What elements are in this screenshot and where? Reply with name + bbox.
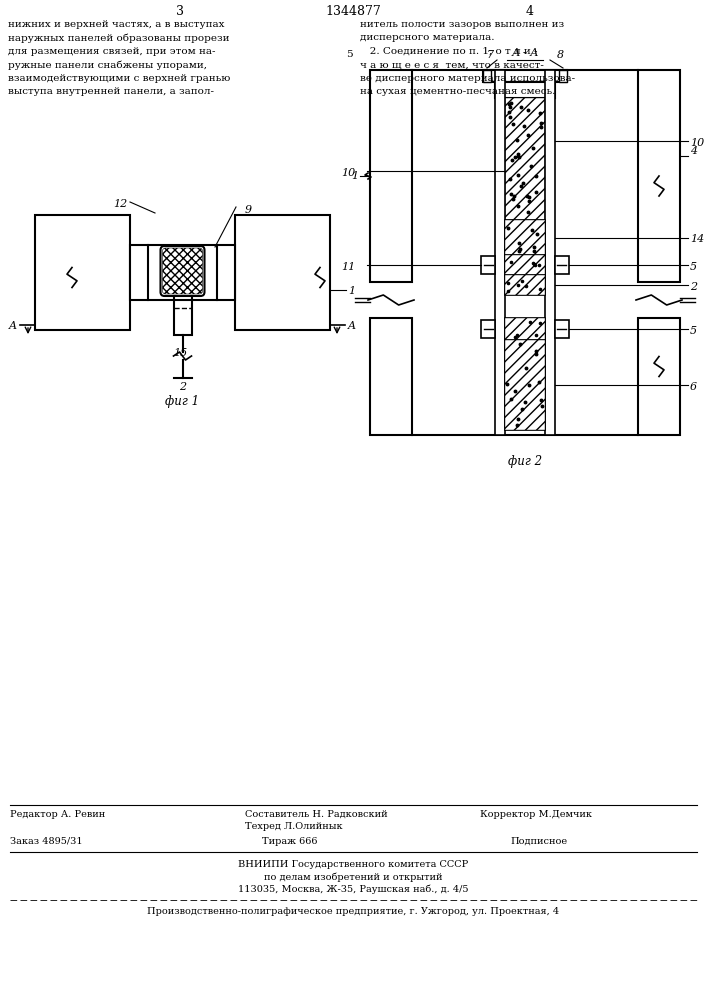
Bar — [505, 220, 545, 255]
Text: 6: 6 — [690, 382, 697, 392]
Text: 8: 8 — [556, 50, 563, 60]
Text: нижних и верхней частях, а в выступах: нижних и верхней частях, а в выступах — [8, 20, 225, 29]
Bar — [505, 340, 545, 430]
Text: 5: 5 — [690, 262, 697, 272]
Bar — [505, 220, 545, 255]
Bar — [130, 245, 148, 300]
Text: 2. Соединение по п. 1, о т л и -: 2. Соединение по п. 1, о т л и - — [360, 47, 537, 56]
Text: 1: 1 — [348, 286, 355, 296]
Text: 14: 14 — [690, 234, 704, 244]
Text: ВНИИПИ Государственного комитета СССР: ВНИИПИ Государственного комитета СССР — [238, 860, 468, 869]
Text: А - А: А - А — [511, 48, 539, 58]
Text: Производственно-полиграфическое предприятие, г. Ужгород, ул. Проектная, 4: Производственно-полиграфическое предприя… — [147, 907, 559, 916]
Bar — [505, 98, 545, 220]
Text: 113035, Москва, Ж-35, Раушская наб., д. 4/5: 113035, Москва, Ж-35, Раушская наб., д. … — [238, 884, 468, 894]
Bar — [505, 255, 545, 275]
Text: фиг 1: фиг 1 — [165, 395, 199, 408]
Bar — [555, 256, 569, 274]
Text: 10: 10 — [690, 138, 704, 148]
Bar — [370, 70, 412, 282]
Bar — [217, 245, 235, 300]
Bar — [483, 70, 567, 82]
Text: 5: 5 — [346, 50, 352, 59]
Text: 12: 12 — [113, 199, 127, 209]
Bar — [505, 318, 545, 340]
Bar — [505, 98, 545, 220]
Text: 11: 11 — [341, 262, 355, 272]
Text: 5: 5 — [690, 326, 697, 336]
Bar — [483, 70, 491, 82]
Text: по делам изобретений и открытий: по делам изобретений и открытий — [264, 872, 443, 882]
Text: Заказ 4895/31: Заказ 4895/31 — [10, 837, 83, 846]
Text: A: A — [348, 321, 356, 331]
FancyBboxPatch shape — [163, 248, 202, 294]
Text: ч а ю щ е е с я  тем, что в качест-: ч а ю щ е е с я тем, что в качест- — [360, 60, 544, 70]
Bar — [545, 70, 555, 435]
Bar — [638, 318, 680, 435]
Text: 3: 3 — [176, 5, 184, 18]
Text: Редактор А. Ревин: Редактор А. Ревин — [10, 810, 105, 819]
Bar — [35, 215, 130, 330]
Bar — [370, 318, 412, 435]
Text: ружные панели снабжены упорами,: ружные панели снабжены упорами, — [8, 60, 207, 70]
Bar — [555, 320, 569, 338]
Text: A: A — [9, 321, 17, 331]
Bar — [481, 256, 495, 274]
Text: 1: 1 — [351, 171, 358, 181]
Text: выступа внутренней панели, а запол-: выступа внутренней панели, а запол- — [8, 88, 214, 97]
Bar — [495, 70, 505, 435]
Text: 2: 2 — [690, 282, 697, 292]
Text: 15: 15 — [173, 348, 187, 358]
Text: Техред Л.Олийнык: Техред Л.Олийнык — [245, 822, 343, 831]
Text: 9: 9 — [245, 205, 252, 215]
Bar — [173, 280, 192, 335]
Text: 4: 4 — [526, 5, 534, 18]
Bar — [505, 318, 545, 340]
Text: нитель полости зазоров выполнен из: нитель полости зазоров выполнен из — [360, 20, 564, 29]
Text: наружных панелей образованы прорези: наружных панелей образованы прорези — [8, 33, 230, 43]
Bar — [559, 70, 567, 82]
Text: фиг 2: фиг 2 — [508, 455, 542, 468]
Text: 7: 7 — [486, 50, 493, 60]
Bar — [505, 275, 545, 295]
Bar — [505, 340, 545, 430]
Text: Тираж 666: Тираж 666 — [262, 837, 317, 846]
Text: 10: 10 — [341, 168, 355, 178]
Bar — [481, 320, 495, 338]
Text: на сухая цементно-песчаная смесь.: на сухая цементно-песчаная смесь. — [360, 88, 556, 97]
Bar — [638, 70, 680, 282]
Text: Составитель Н. Радковский: Составитель Н. Радковский — [245, 810, 387, 819]
FancyBboxPatch shape — [160, 246, 204, 296]
Text: дисперсного материала.: дисперсного материала. — [360, 33, 494, 42]
Text: 1344877: 1344877 — [325, 5, 381, 18]
Text: Корректор М.Демчик: Корректор М.Демчик — [480, 810, 592, 819]
Text: взаимодействующими с верхней гранью: взаимодействующими с верхней гранью — [8, 74, 230, 83]
Text: для размещения связей, при этом на-: для размещения связей, при этом на- — [8, 47, 216, 56]
Text: 2: 2 — [179, 382, 186, 392]
Text: 4: 4 — [690, 146, 697, 156]
Bar — [505, 275, 545, 295]
Bar — [235, 215, 330, 330]
Text: ве дисперсного материала использова-: ве дисперсного материала использова- — [360, 74, 575, 83]
Bar — [505, 255, 545, 275]
Bar — [495, 82, 555, 98]
Text: Подписное: Подписное — [510, 837, 567, 846]
